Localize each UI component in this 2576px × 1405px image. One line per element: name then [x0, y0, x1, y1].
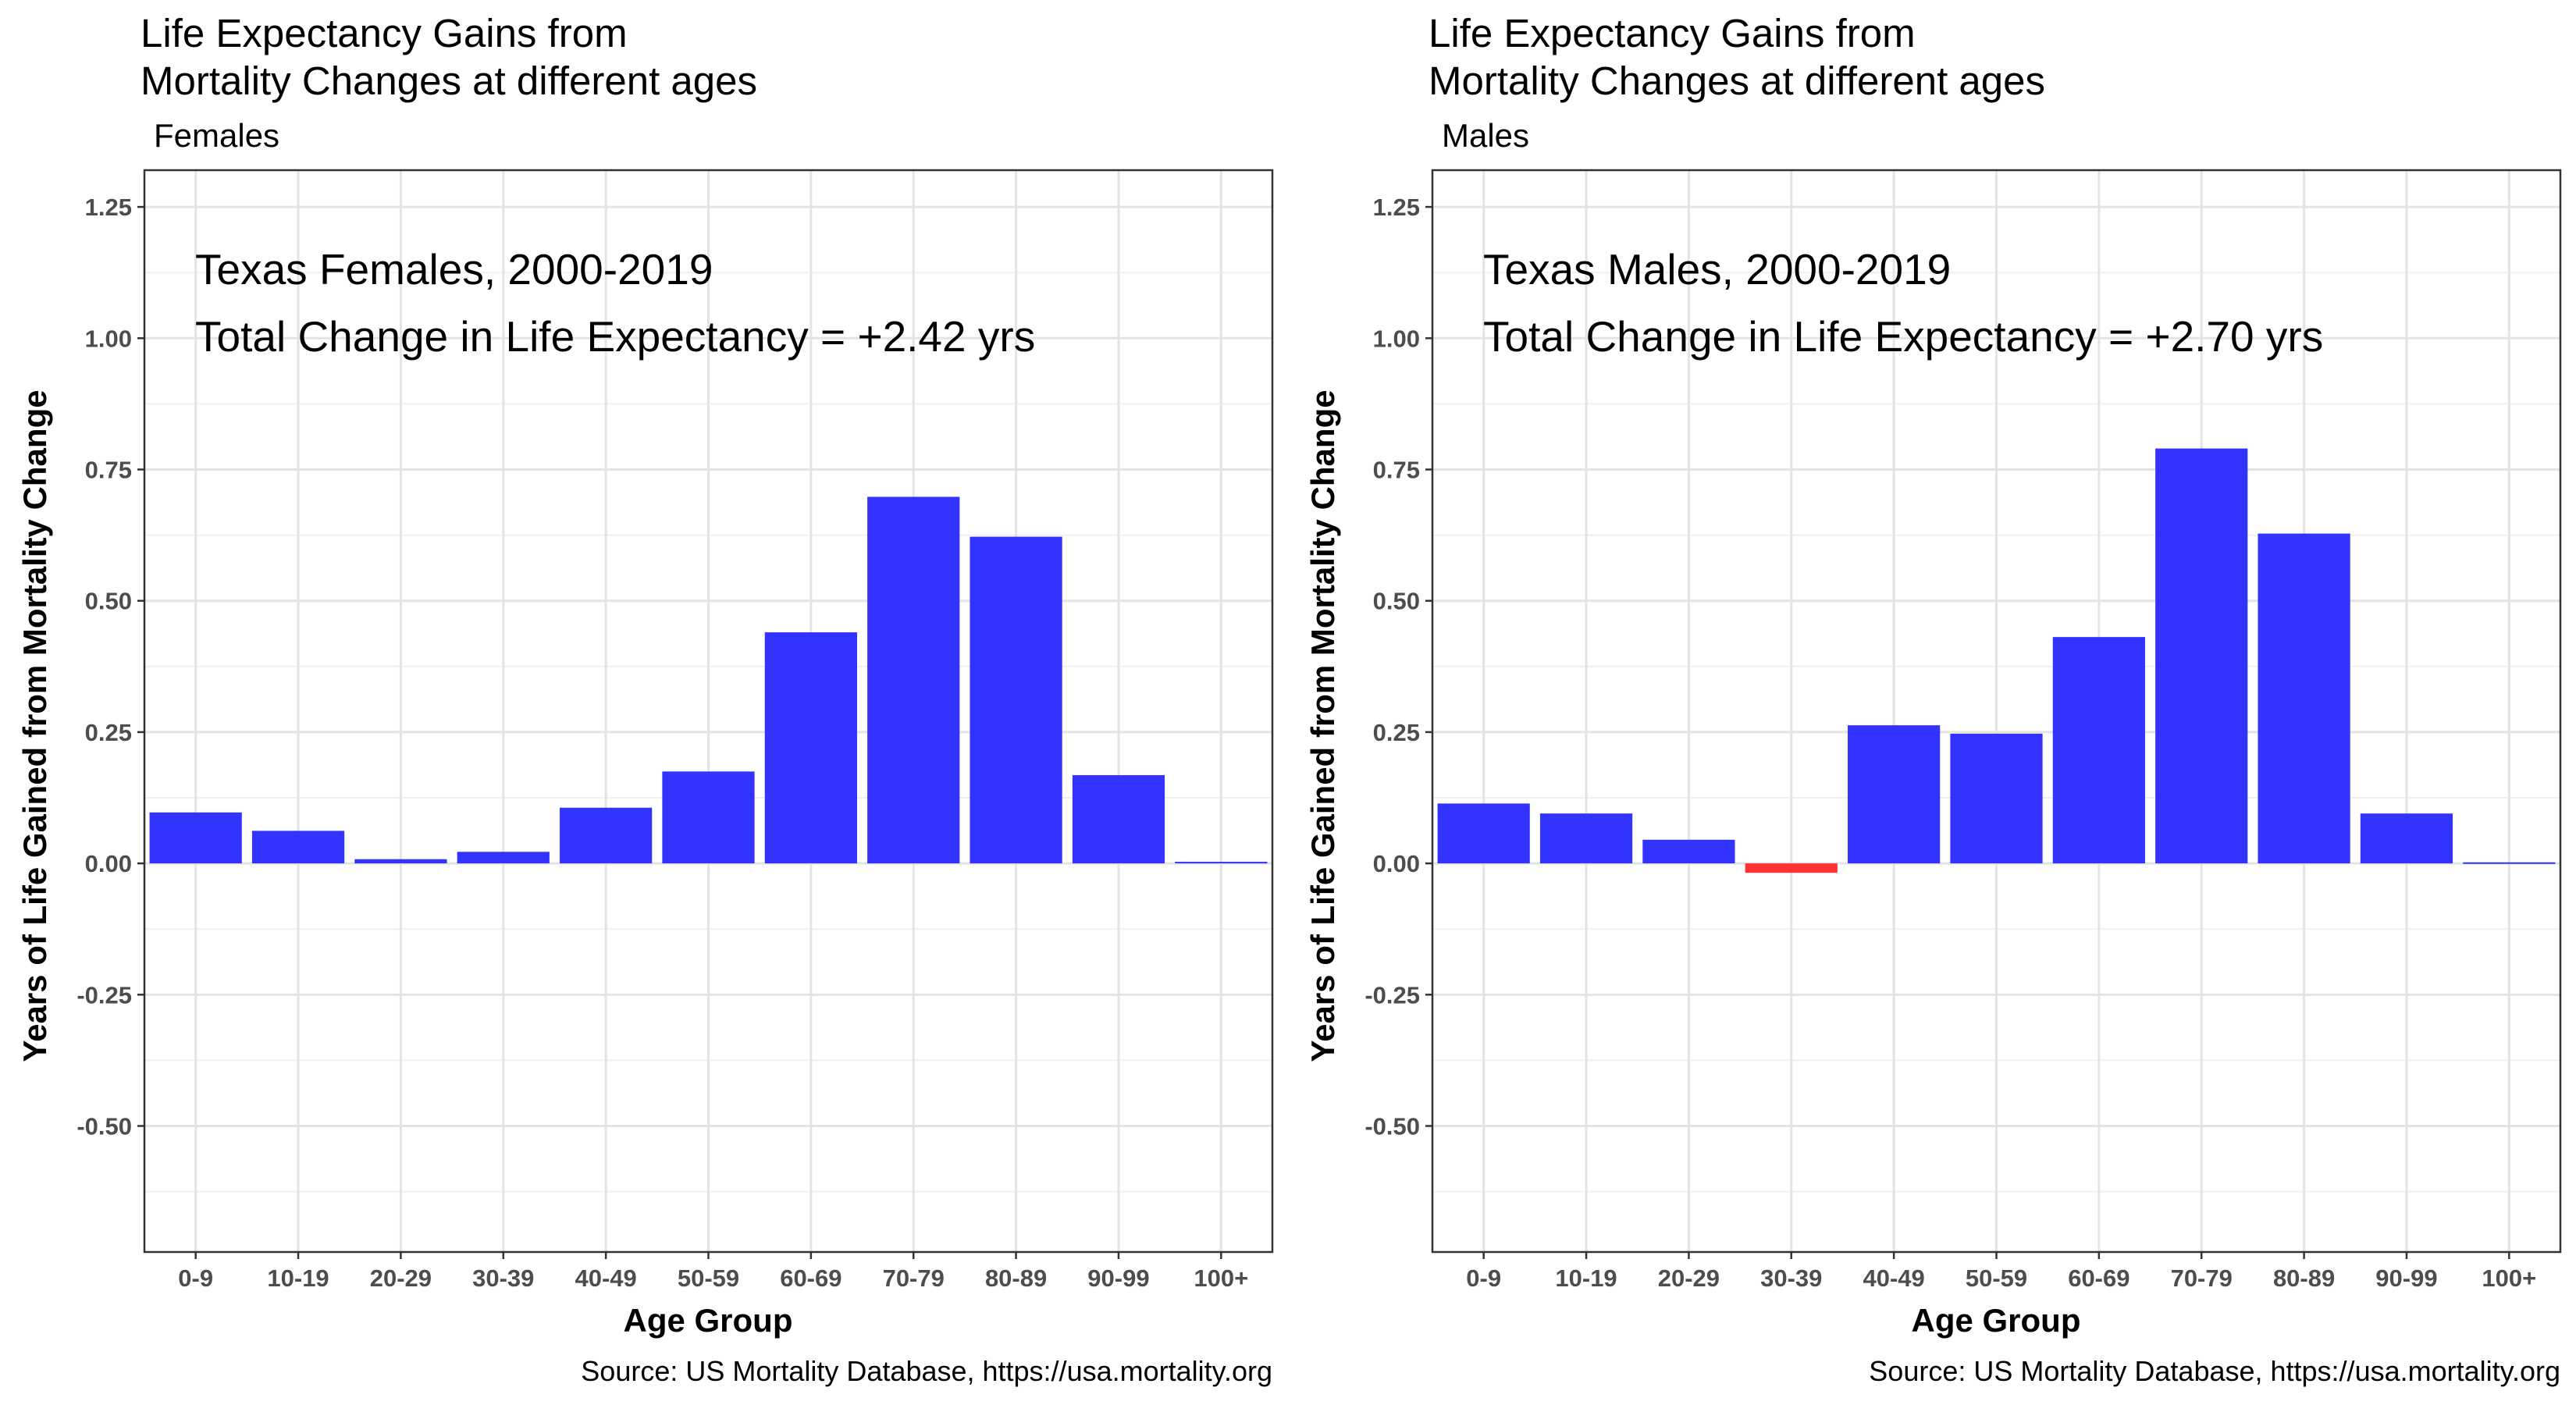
y-tick-label: 0.50 — [1373, 588, 1420, 615]
x-tick-label: 80-89 — [985, 1264, 1047, 1292]
chart-subtitle: Females — [154, 117, 280, 154]
x-tick-label: 50-59 — [1966, 1264, 2027, 1292]
chart-plot-females: -0.50 -0.25 0.00 0.25 0.50 0.75 1.00 1.25 0-9 10-… — [76, 169, 1274, 1292]
x-tick-label: 100+ — [2482, 1264, 2536, 1292]
bar-40-49 — [1848, 725, 1941, 864]
annotation-region-years: Texas Males, 2000-2019 — [1483, 245, 1951, 293]
bar-60-69 — [2052, 637, 2145, 864]
x-axis-label: Age Group — [623, 1302, 793, 1339]
x-tick-label: 90-99 — [1087, 1264, 1149, 1292]
bar-30-39 — [1745, 863, 1838, 873]
bar-60-69 — [764, 632, 857, 864]
y-tick-label: 0.25 — [1373, 719, 1420, 746]
y-tick-label: 0.25 — [85, 719, 132, 746]
x-tick-label: 60-69 — [780, 1264, 841, 1292]
bar-80-89 — [970, 536, 1062, 864]
x-tick-label: 80-89 — [2273, 1264, 2335, 1292]
y-tick-label: -0.50 — [76, 1113, 132, 1140]
x-tick-label: 40-49 — [1863, 1264, 1924, 1292]
annotation-total-change: Total Change in Life Expectancy = +2.42 … — [195, 312, 1035, 361]
y-tick-label: 0.75 — [1373, 457, 1420, 484]
x-tick-label: 50-59 — [678, 1264, 739, 1292]
bar-0-9 — [1437, 803, 1530, 864]
y-tick-label: 1.00 — [1373, 325, 1420, 352]
chart-title: Life Expectancy Gains from Mortality Cha… — [141, 11, 758, 103]
chart-title: Life Expectancy Gains from Mortality Cha… — [1429, 11, 2046, 103]
y-tick-label: -0.25 — [1364, 981, 1420, 1008]
x-axis-label: Age Group — [1911, 1302, 2081, 1339]
y-tick-label: 0.00 — [85, 850, 132, 877]
x-tick-label: 40-49 — [575, 1264, 636, 1292]
bar-100+ — [1175, 862, 1268, 864]
bar-80-89 — [2258, 533, 2350, 864]
chart-plot-males: -0.50 -0.25 0.00 0.25 0.50 0.75 1.00 1.25 0-9 10-… — [1364, 169, 2562, 1292]
bar-10-19 — [1539, 813, 1633, 864]
bar-70-79 — [2155, 448, 2248, 864]
y-tick-label: -0.25 — [76, 981, 132, 1008]
y-tick-label: 1.00 — [85, 325, 132, 352]
x-tick-label: 60-69 — [2068, 1264, 2129, 1292]
bar-90-99 — [2360, 813, 2453, 864]
y-tick-label: 0.75 — [85, 457, 132, 484]
bar-0-9 — [149, 812, 242, 864]
bar-70-79 — [867, 496, 960, 864]
chart-subtitle: Males — [1442, 117, 1530, 154]
x-tick-label: 10-19 — [1555, 1264, 1617, 1292]
x-tick-label: 30-39 — [1760, 1264, 1822, 1292]
x-tick-label: 30-39 — [472, 1264, 534, 1292]
x-tick-label: 70-79 — [2171, 1264, 2233, 1292]
chart-panel-males: Life Expectancy Gains from Mortality Cha… — [1288, 0, 2576, 1405]
chart-caption: Source: US Mortality Database, https://u… — [581, 1355, 1272, 1387]
bar-30-39 — [457, 852, 550, 864]
y-tick-label: 0.50 — [85, 588, 132, 615]
bar-50-59 — [662, 771, 755, 864]
x-tick-label: 20-29 — [1658, 1264, 1720, 1292]
bar-90-99 — [1072, 775, 1165, 864]
annotation-region-years: Texas Females, 2000-2019 — [195, 245, 713, 293]
chart-caption: Source: US Mortality Database, https://u… — [1869, 1355, 2560, 1387]
y-tick-label: -0.50 — [1364, 1113, 1420, 1140]
bar-50-59 — [1950, 733, 2043, 864]
x-tick-label: 10-19 — [267, 1264, 329, 1292]
x-tick-label: 20-29 — [370, 1264, 432, 1292]
y-tick-label: 1.25 — [1373, 194, 1420, 221]
bar-40-49 — [560, 807, 653, 864]
bar-20-29 — [354, 859, 447, 864]
chart-panel-females: Life Expectancy Gains from Mortality Cha… — [16, 11, 1274, 1387]
x-tick-label: 100+ — [1194, 1264, 1248, 1292]
x-tick-label: 90-99 — [2375, 1264, 2437, 1292]
y-tick-label: 0.00 — [1373, 850, 1420, 877]
bar-20-29 — [1642, 839, 1735, 864]
x-tick-label: 0-9 — [178, 1264, 213, 1292]
bar-100+ — [2463, 862, 2556, 864]
x-tick-label: 0-9 — [1466, 1264, 1501, 1292]
annotation-total-change: Total Change in Life Expectancy = +2.70 … — [1483, 312, 2323, 361]
bar-10-19 — [251, 831, 345, 864]
x-tick-label: 70-79 — [883, 1264, 945, 1292]
y-tick-label: 1.25 — [85, 194, 132, 221]
